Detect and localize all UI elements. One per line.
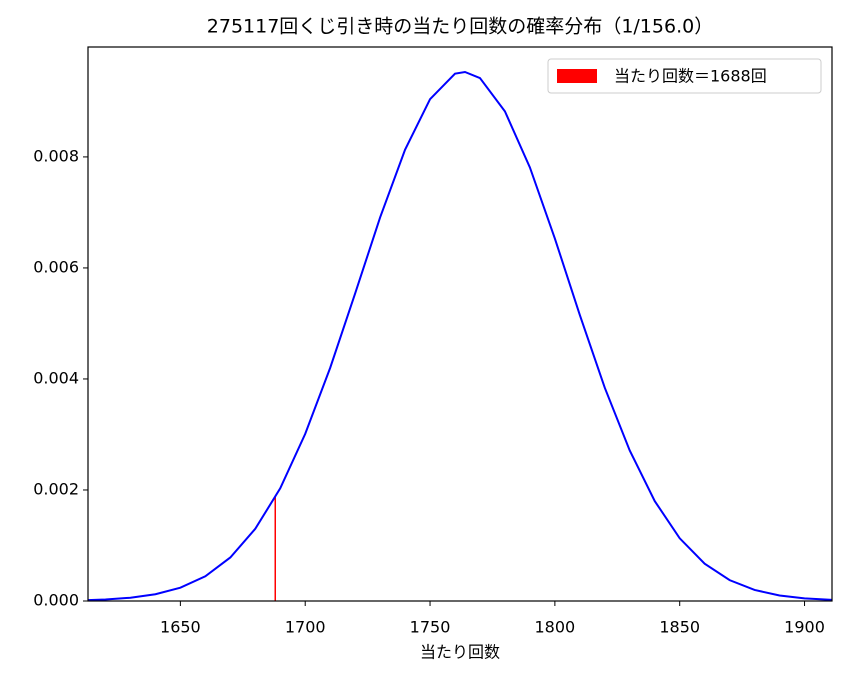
y-tick-label: 0.004	[33, 368, 79, 387]
legend-swatch	[557, 69, 597, 83]
legend-box	[547, 58, 822, 94]
x-tick-label: 1650	[160, 618, 201, 637]
x-tick-label: 1900	[784, 618, 825, 637]
chart-title: 275117回くじ引き時の当たり回数の確率分布（1/156.0）	[207, 16, 713, 38]
legend-label: 当たり回数＝1688回	[614, 67, 767, 86]
x-axis-label: 当たり回数	[420, 643, 500, 662]
x-tick-label: 1850	[659, 618, 700, 637]
x-tick-label: 1750	[410, 618, 451, 637]
y-tick-label: 0.002	[33, 479, 79, 498]
y-tick-label: 0.006	[33, 257, 79, 276]
x-tick-label: 1700	[285, 618, 326, 637]
y-tick-label: 0.008	[33, 146, 79, 165]
y-tick-label: 0.000	[33, 591, 79, 610]
plot-frame	[87, 46, 833, 602]
x-tick-label: 1800	[535, 618, 576, 637]
line	[87, 70, 833, 602]
